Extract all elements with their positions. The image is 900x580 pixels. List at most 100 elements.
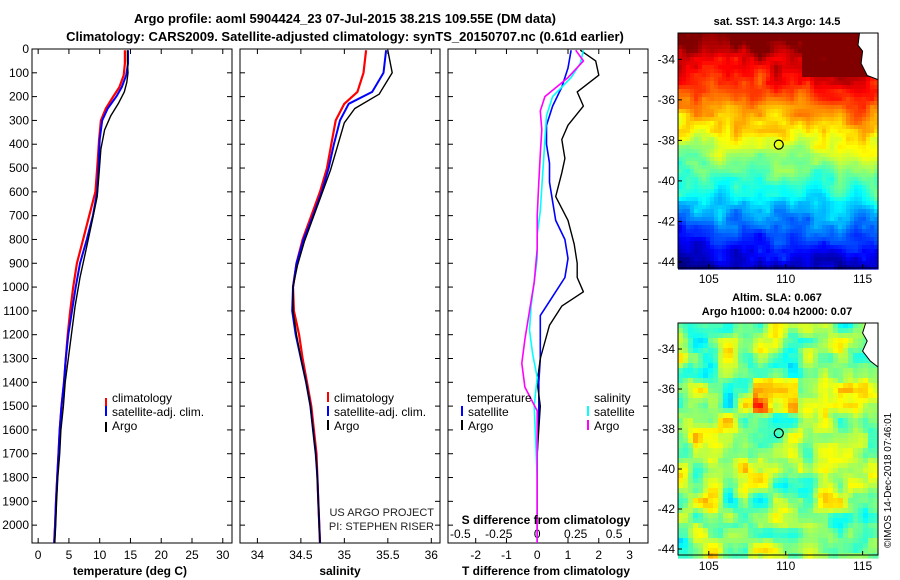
map-cell — [694, 257, 699, 262]
map-cell — [873, 388, 879, 394]
map-cell — [686, 77, 691, 82]
map-cell — [753, 488, 759, 494]
map-cell — [798, 388, 804, 394]
map-cell — [788, 478, 794, 484]
map-cell — [686, 165, 691, 170]
map-cell — [714, 221, 719, 226]
map-cell — [828, 323, 834, 329]
map-cell — [822, 69, 827, 74]
map-cell — [774, 173, 779, 178]
map-cell — [713, 383, 719, 389]
map-cell — [754, 241, 759, 246]
map-cell — [798, 77, 803, 82]
map-cell — [690, 165, 695, 170]
map-cell — [862, 105, 867, 110]
map-cell — [750, 97, 755, 102]
map-cell — [758, 423, 764, 429]
map-cell — [862, 113, 867, 118]
map-cell — [770, 257, 775, 262]
y-tick-label: 1400 — [2, 375, 29, 389]
map-cell — [683, 353, 689, 359]
map-cell — [738, 105, 743, 110]
map-cell — [750, 81, 755, 86]
map-cell — [746, 157, 751, 162]
map-cell — [758, 348, 764, 354]
map-cell — [843, 353, 849, 359]
map-cell — [702, 177, 707, 182]
map-cell — [802, 105, 807, 110]
map-cell — [722, 121, 727, 126]
map-cell — [802, 193, 807, 198]
map-cell — [714, 213, 719, 218]
map-cell — [834, 209, 839, 214]
map-cell — [713, 363, 719, 369]
map-cell — [838, 478, 844, 484]
map-cell — [682, 101, 687, 106]
map-cell — [730, 101, 735, 106]
map-cell — [726, 105, 731, 110]
map-cell — [850, 173, 855, 178]
map-cell — [798, 249, 803, 254]
map-cell — [802, 45, 807, 50]
map-cell — [758, 213, 763, 218]
map-cell — [774, 221, 779, 226]
map-cell — [830, 113, 835, 118]
map-cell — [766, 261, 771, 266]
map-cell — [778, 378, 784, 384]
map-cell — [682, 173, 687, 178]
map-cell — [693, 383, 699, 389]
map-cell — [746, 37, 751, 42]
map-cell — [790, 253, 795, 258]
map-cell — [683, 393, 689, 399]
map-cell — [742, 133, 747, 138]
map-cell — [690, 221, 695, 226]
map-cell — [703, 543, 709, 549]
map-cell — [828, 473, 834, 479]
map-cell — [874, 105, 879, 110]
y-tick-label: 800 — [9, 232, 29, 246]
map-cell — [806, 161, 811, 166]
map-cell — [743, 443, 749, 449]
map-cell — [714, 109, 719, 114]
map-cell — [682, 73, 687, 78]
map-cell — [734, 169, 739, 174]
map-cell — [833, 448, 839, 454]
argo-float-marker — [773, 139, 784, 150]
map-cell — [706, 149, 711, 154]
map-cell — [808, 338, 814, 344]
map-cell — [706, 165, 711, 170]
map-cell — [806, 73, 811, 78]
map-cell — [746, 85, 751, 90]
map-cell — [798, 193, 803, 198]
map-cell — [808, 468, 814, 474]
map-cell — [698, 533, 704, 539]
map-cell — [686, 69, 691, 74]
map-cell — [678, 137, 683, 142]
map-cell — [763, 358, 769, 364]
map-cell — [688, 383, 694, 389]
map-cell — [708, 423, 714, 429]
map-cell — [730, 257, 735, 262]
map-cell — [706, 177, 711, 182]
map-cell — [778, 53, 783, 58]
map-cell — [854, 185, 859, 190]
map-cell — [808, 518, 814, 524]
map-cell — [742, 169, 747, 174]
map-cell — [726, 153, 731, 158]
map-cell — [850, 153, 855, 158]
map-cell — [746, 33, 751, 38]
map-cell — [874, 125, 879, 130]
map-cell — [830, 189, 835, 194]
map-cell — [718, 181, 723, 186]
map-cell — [842, 85, 847, 90]
map-cell — [728, 388, 734, 394]
map-cell — [858, 57, 863, 62]
map-cell — [748, 448, 754, 454]
map-cell — [866, 241, 871, 246]
map-cell — [693, 533, 699, 539]
map-cell — [738, 233, 743, 238]
map-cell — [722, 69, 727, 74]
map-cell — [814, 49, 819, 54]
map-cell — [750, 261, 755, 266]
map-cell — [810, 257, 815, 262]
